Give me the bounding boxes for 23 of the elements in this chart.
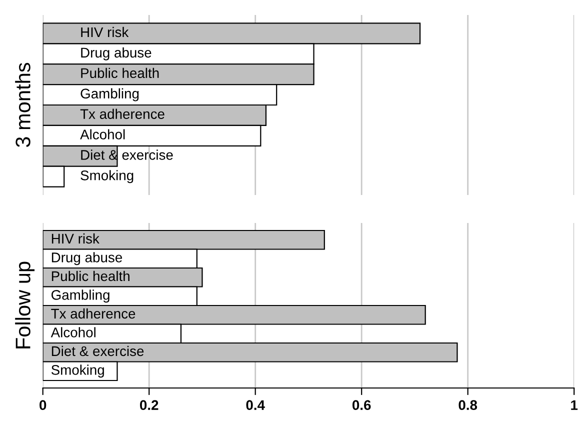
x-tick-label: 0.6 xyxy=(352,400,371,410)
category-label: Gambling xyxy=(80,88,139,102)
category-label: Diet & exercise xyxy=(52,346,144,356)
category-label: Gambling xyxy=(52,290,110,303)
category-label: HIV risk xyxy=(81,26,129,38)
category-label: Smoking xyxy=(51,364,104,378)
category-label: Tx adherence xyxy=(80,108,164,119)
y-axis-title: Follow up xyxy=(15,262,35,348)
x-tick-label: 0 xyxy=(40,400,46,410)
category-label: Public health xyxy=(52,270,130,282)
category-label: Tx adherence xyxy=(51,308,136,319)
category-label: Smoking xyxy=(80,170,134,184)
x-tick-label: 0.4 xyxy=(246,400,265,410)
category-label: HIV risk xyxy=(52,233,100,244)
category-label: Alcohol xyxy=(80,129,125,140)
category-label: Public health xyxy=(81,68,159,78)
category-label: Drug abuse xyxy=(81,47,152,60)
x-tick-label: 1 xyxy=(571,400,578,410)
y-axis-title: 3 months xyxy=(15,62,30,148)
category-label: Drug abuse xyxy=(52,252,122,266)
category-label: Alcohol xyxy=(50,327,96,338)
x-tick-label: 0.2 xyxy=(140,400,158,410)
x-tick-label: 0.8 xyxy=(458,400,478,410)
